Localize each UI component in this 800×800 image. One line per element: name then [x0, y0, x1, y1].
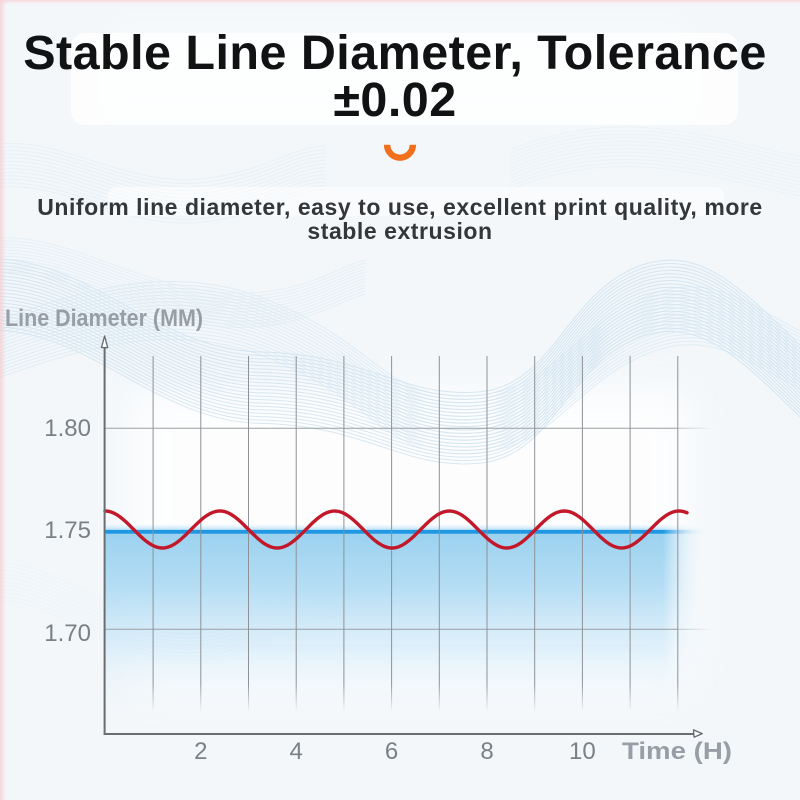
svg-text:1.70: 1.70: [44, 620, 91, 647]
svg-text:Line Diameter (MM): Line Diameter (MM): [5, 305, 203, 332]
svg-text:Time (H): Time (H): [622, 738, 732, 765]
svg-text:4: 4: [290, 738, 303, 765]
svg-text:1.80: 1.80: [44, 415, 91, 442]
svg-text:8: 8: [480, 738, 493, 765]
svg-text:6: 6: [385, 738, 398, 765]
svg-text:2: 2: [194, 738, 207, 765]
svg-text:10: 10: [569, 738, 596, 765]
svg-text:1.75: 1.75: [44, 517, 91, 544]
